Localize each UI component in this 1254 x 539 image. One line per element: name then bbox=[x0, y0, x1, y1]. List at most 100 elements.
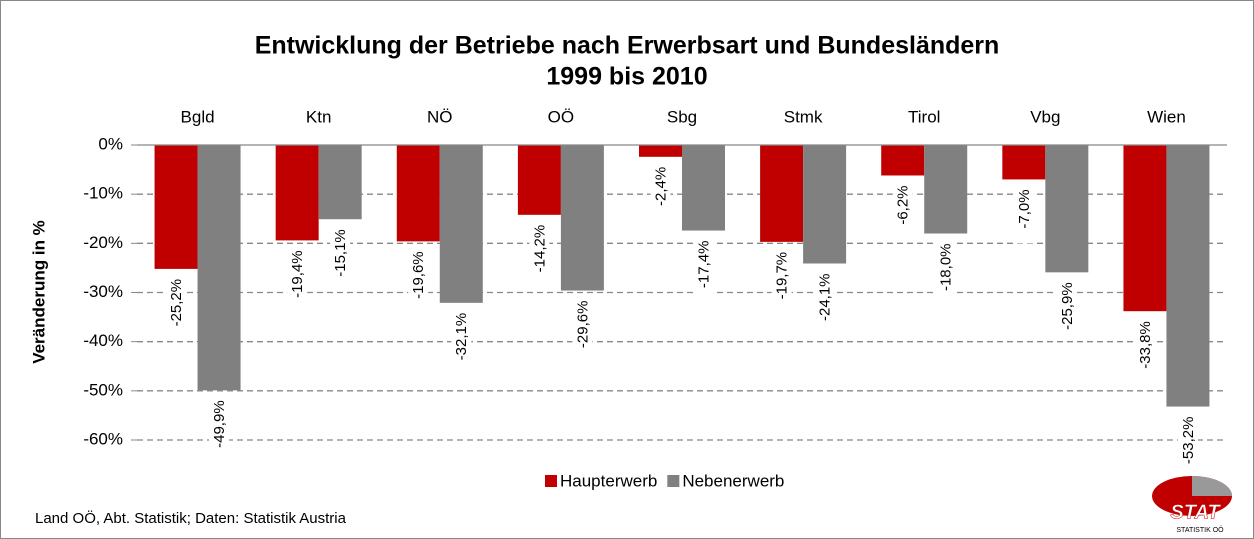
x-tick-label: Sbg bbox=[667, 107, 697, 126]
x-tick-label: Ktn bbox=[306, 107, 332, 126]
chart-title: Entwicklung der Betriebe nach Erwerbsart… bbox=[255, 32, 1000, 60]
bar bbox=[439, 145, 483, 303]
legend-swatch bbox=[667, 475, 680, 487]
x-tick-label: Stmk bbox=[784, 107, 823, 126]
data-label: -53,2% bbox=[1180, 417, 1197, 465]
legend-label: Haupterwerb bbox=[560, 471, 657, 490]
data-label-group: -19,6% bbox=[408, 249, 429, 306]
y-tick-label: -30% bbox=[83, 282, 123, 301]
logo-shape bbox=[1192, 476, 1232, 496]
bar bbox=[682, 145, 725, 231]
data-label-bg bbox=[892, 183, 913, 240]
bar bbox=[1002, 145, 1046, 180]
data-label: -15,1% bbox=[332, 229, 349, 277]
logo-text: STAT bbox=[1170, 501, 1221, 523]
y-tick-label: -10% bbox=[83, 184, 123, 203]
logo-subtext: STATISTIK OÖ bbox=[1176, 526, 1224, 534]
data-label: -14,2% bbox=[531, 225, 548, 273]
data-label-group: -29,6% bbox=[572, 298, 593, 355]
data-label: -24,1% bbox=[817, 273, 834, 321]
data-label-bg bbox=[572, 298, 593, 355]
data-label-group: -25,9% bbox=[1056, 280, 1077, 337]
legend-label: Nebenerwerb bbox=[682, 471, 784, 490]
y-tick-label: -40% bbox=[83, 331, 123, 350]
data-label: -25,9% bbox=[1059, 282, 1076, 330]
data-label-bg bbox=[451, 310, 472, 367]
data-label-bg bbox=[209, 398, 230, 455]
data-label: -19,6% bbox=[410, 251, 427, 299]
bar bbox=[760, 145, 804, 242]
data-label: -25,2% bbox=[168, 279, 185, 327]
x-tick-label: Wien bbox=[1147, 107, 1186, 126]
data-label-bg bbox=[771, 249, 792, 306]
bar bbox=[881, 145, 925, 176]
bar bbox=[1166, 145, 1210, 407]
bar bbox=[318, 145, 362, 220]
data-label-group: -15,1% bbox=[330, 227, 351, 284]
bar bbox=[924, 145, 968, 234]
data-label-group: -32,1% bbox=[451, 310, 472, 367]
x-tick-label: OÖ bbox=[548, 107, 574, 126]
data-label-bg bbox=[529, 222, 550, 279]
source: Land OÖ, Abt. Statistik; Daten: Statisti… bbox=[35, 509, 347, 527]
data-label-bg bbox=[166, 276, 187, 333]
data-label: -19,4% bbox=[289, 250, 306, 298]
data-label: -32,1% bbox=[453, 313, 470, 361]
bar bbox=[396, 145, 440, 242]
data-label: -2,4% bbox=[652, 167, 669, 206]
y-tick-label: -20% bbox=[83, 233, 123, 252]
data-label-bg bbox=[330, 227, 351, 284]
data-label-bg bbox=[935, 241, 956, 298]
bar bbox=[197, 145, 241, 391]
data-label-bg bbox=[1134, 319, 1155, 376]
data-label-group: -17,4% bbox=[693, 238, 714, 295]
x-tick-label: Tirol bbox=[908, 107, 940, 126]
data-label-group: -7,0% bbox=[1013, 187, 1034, 244]
bar bbox=[803, 145, 847, 264]
data-label: -6,2% bbox=[895, 185, 912, 224]
x-tick-label: NÖ bbox=[427, 107, 453, 126]
data-label-bg bbox=[693, 238, 714, 295]
data-label: -7,0% bbox=[1016, 189, 1033, 228]
data-label-group: -24,1% bbox=[814, 271, 835, 328]
data-label: -33,8% bbox=[1137, 321, 1154, 369]
logo: STAT STATISTIK OÖ bbox=[1152, 476, 1232, 534]
bar bbox=[639, 145, 682, 157]
bar bbox=[517, 145, 561, 215]
data-label-bg bbox=[650, 164, 671, 221]
y-tick-label: -50% bbox=[83, 380, 123, 399]
data-label-bg bbox=[814, 271, 835, 328]
bar bbox=[1123, 145, 1167, 312]
data-label-group: -14,2% bbox=[529, 222, 550, 279]
data-label-group: -2,4% bbox=[650, 164, 671, 221]
bar bbox=[1045, 145, 1089, 273]
data-label-group: -33,8% bbox=[1134, 319, 1155, 376]
data-label-group: -53,2% bbox=[1177, 414, 1198, 471]
data-label-group: -25,2% bbox=[166, 276, 187, 333]
data-label-bg bbox=[1013, 187, 1034, 244]
data-label-group: -19,7% bbox=[771, 249, 792, 306]
data-label: -49,9% bbox=[211, 400, 228, 448]
x-tick-label: Vbg bbox=[1030, 107, 1060, 126]
chart-subtitle: 1999 bis 2010 bbox=[546, 63, 707, 91]
data-label-bg bbox=[1177, 414, 1198, 471]
legend-swatch bbox=[545, 475, 557, 487]
y-tick-label: -60% bbox=[83, 429, 123, 448]
data-label-group: -6,2% bbox=[892, 183, 913, 240]
data-label: -29,6% bbox=[574, 301, 591, 349]
data-label: -18,0% bbox=[938, 244, 955, 292]
y-tick-label: 0% bbox=[98, 134, 123, 153]
x-tick-label: Bgld bbox=[181, 107, 215, 126]
bar bbox=[154, 145, 198, 269]
data-label: -17,4% bbox=[695, 241, 712, 289]
data-label-bg bbox=[408, 249, 429, 306]
data-label-group: -18,0% bbox=[935, 241, 956, 298]
data-label-bg bbox=[1056, 280, 1077, 337]
data-label-group: -49,9% bbox=[209, 398, 230, 455]
data-label-group: -19,4% bbox=[287, 248, 308, 305]
data-label: -19,7% bbox=[774, 252, 791, 300]
data-label-bg bbox=[287, 248, 308, 305]
y-axis-label: Veränderung in % bbox=[29, 220, 48, 364]
bar bbox=[275, 145, 319, 241]
